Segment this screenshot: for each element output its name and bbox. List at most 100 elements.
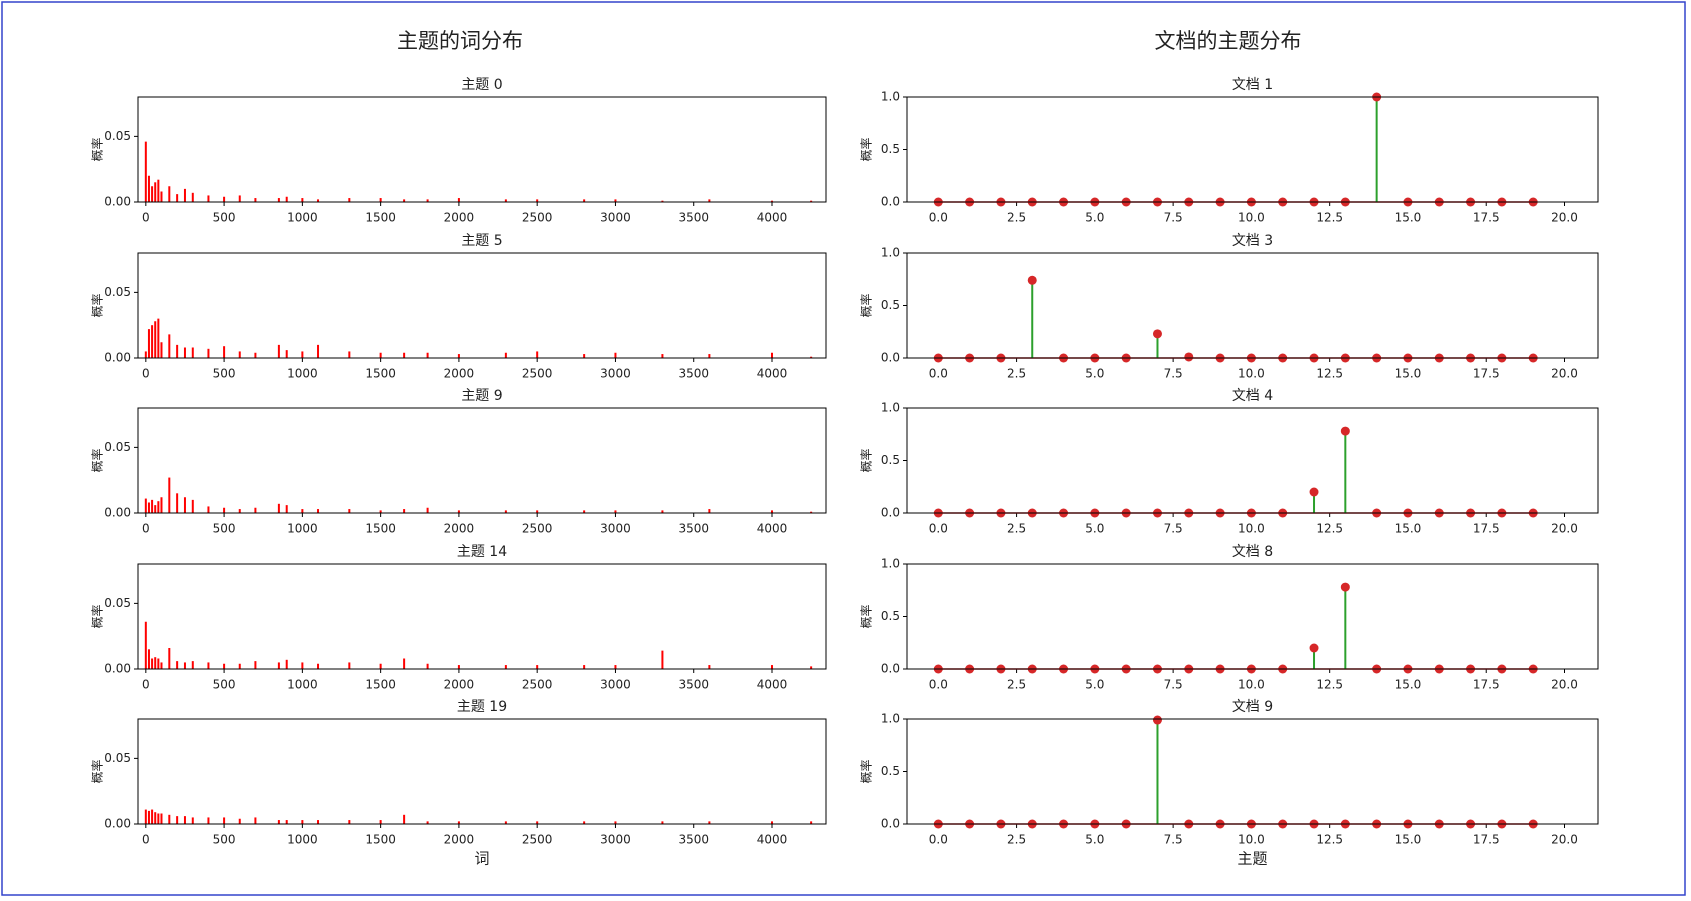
bar [277, 198, 280, 202]
bar [277, 503, 280, 513]
x-tick-label: 1500 [365, 211, 396, 225]
bar [536, 199, 539, 202]
x-tick-label: 2.5 [1007, 833, 1026, 847]
bar [147, 502, 150, 513]
x-tick-label: 12.5 [1316, 833, 1343, 847]
bar [223, 817, 226, 824]
y-tick-label: 0.5 [881, 142, 900, 156]
bar [238, 818, 241, 824]
x-tick-label: 17.5 [1473, 522, 1500, 536]
y-axis-label: 概率 [90, 293, 105, 317]
bar [504, 352, 507, 358]
x-tick-label: 1000 [287, 678, 318, 692]
bar [147, 649, 150, 669]
bar [317, 663, 320, 669]
bar [317, 344, 320, 358]
bar [614, 199, 617, 202]
bar [457, 510, 460, 513]
y-tick-label: 0.5 [881, 298, 900, 312]
y-tick-label: 0.0 [881, 351, 900, 365]
x-tick-label: 17.5 [1473, 833, 1500, 847]
x-tick-label: 500 [213, 522, 236, 536]
bar [157, 318, 160, 358]
x-tick-label: 2000 [444, 678, 475, 692]
bar [457, 198, 460, 202]
x-tick-label: 0 [142, 678, 150, 692]
bar [238, 195, 241, 202]
bar [614, 510, 617, 513]
x-tick-label: 3500 [678, 678, 709, 692]
stem-marker [1152, 329, 1162, 339]
bar [403, 658, 406, 669]
x-tick-label: 0 [142, 522, 150, 536]
stem-marker [1027, 275, 1037, 285]
bar [348, 351, 351, 358]
x-tick-label: 5.0 [1085, 678, 1104, 692]
bar [536, 821, 539, 824]
x-axis-label: 词 [474, 850, 489, 868]
y-tick-label: 0.5 [881, 609, 900, 623]
stem-marker [1152, 715, 1162, 725]
bar [151, 809, 154, 824]
bar [403, 509, 406, 513]
bar [151, 186, 154, 202]
x-tick-label: 2.5 [1007, 367, 1026, 381]
x-tick-label: 7.5 [1164, 367, 1183, 381]
x-tick-label: 12.5 [1316, 678, 1343, 692]
bar [277, 662, 280, 669]
x-tick-label: 17.5 [1473, 367, 1500, 381]
bar [157, 658, 160, 669]
bar [810, 200, 813, 202]
subplot-title: 文档 8 [1232, 544, 1273, 560]
bar [223, 196, 226, 202]
bar [770, 352, 773, 358]
axes-frame [906, 96, 1599, 203]
bar [536, 665, 539, 669]
bar [770, 665, 773, 669]
y-axis-label: 概率 [859, 137, 874, 161]
y-axis-label: 概率 [859, 759, 874, 783]
y-axis-label: 概率 [859, 448, 874, 472]
bar [144, 141, 147, 202]
x-tick-label: 0 [142, 367, 150, 381]
y-tick-label: 0.0 [881, 817, 900, 831]
bar [238, 351, 241, 358]
bar [504, 665, 507, 669]
bar [301, 351, 304, 358]
bar [285, 505, 288, 513]
bar [285, 196, 288, 202]
x-tick-label: 2.5 [1007, 678, 1026, 692]
x-tick-label: 15.0 [1395, 678, 1422, 692]
bar [348, 820, 351, 824]
x-tick-label: 3000 [600, 367, 631, 381]
x-tick-label: 17.5 [1473, 678, 1500, 692]
stem-marker [1184, 352, 1194, 362]
bar [191, 347, 194, 358]
stem-marker [1340, 426, 1350, 436]
bar [810, 356, 813, 358]
x-tick-label: 10.0 [1238, 678, 1265, 692]
bar [301, 662, 304, 669]
subplot-title: 主题 9 [461, 388, 502, 404]
axes-frame [137, 96, 827, 203]
x-tick-label: 3500 [678, 367, 709, 381]
y-tick-label: 0.00 [104, 195, 131, 209]
bar [403, 814, 406, 824]
x-tick-label: 15.0 [1395, 833, 1422, 847]
x-tick-label: 500 [213, 367, 236, 381]
subplot-title: 主题 14 [457, 544, 507, 560]
x-tick-label: 12.5 [1316, 367, 1343, 381]
bar [770, 200, 773, 202]
bar [254, 198, 257, 202]
bar [147, 329, 150, 358]
bar [183, 347, 186, 358]
bar [147, 175, 150, 202]
x-tick-label: 7.5 [1164, 833, 1183, 847]
x-tick-label: 3000 [600, 522, 631, 536]
subplot-title: 文档 9 [1232, 699, 1273, 715]
bar [285, 350, 288, 358]
bar [504, 821, 507, 824]
x-tick-label: 3500 [678, 833, 709, 847]
x-tick-label: 2000 [444, 211, 475, 225]
bar [426, 352, 429, 358]
